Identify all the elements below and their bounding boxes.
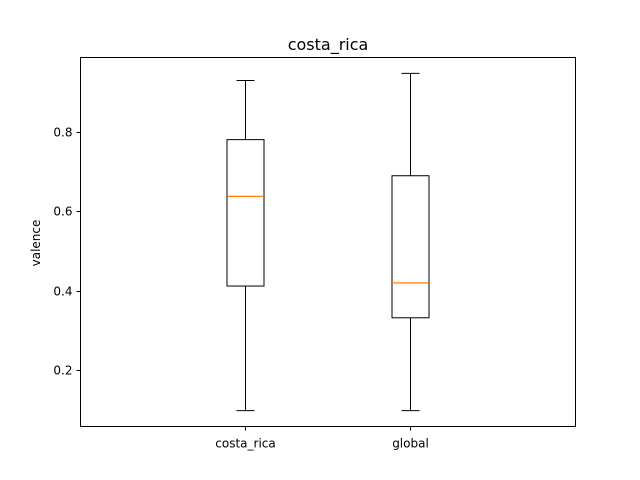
x-axis-ticks: costa_rica global: [215, 426, 429, 451]
y-tick-label: 0.2: [53, 364, 72, 378]
iqr-box: [391, 175, 430, 319]
y-axis-label: valence: [29, 220, 43, 267]
x-tick-label: global: [392, 437, 429, 451]
plot-area-frame: [80, 57, 576, 427]
box-global: [391, 72, 430, 412]
y-axis-ticks: 0.2 0.4 0.6 0.8: [53, 126, 81, 378]
box-series: [226, 72, 430, 412]
box-costa_rica: [226, 80, 265, 412]
x-tick-label: costa_rica: [215, 437, 275, 451]
y-tick-label: 0.4: [53, 285, 72, 299]
iqr-box: [226, 139, 265, 287]
y-tick-label: 0.6: [53, 205, 72, 219]
y-tick-label: 0.8: [53, 126, 72, 140]
chart-title: costa_rica: [288, 35, 369, 55]
